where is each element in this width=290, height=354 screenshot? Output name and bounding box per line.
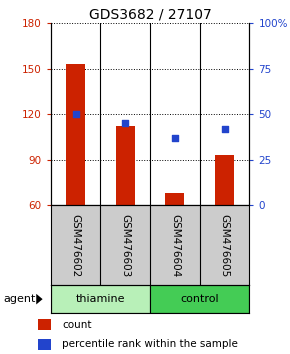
Bar [38, 319, 51, 330]
Bar [116, 126, 135, 205]
Text: GSM476604: GSM476604 [170, 213, 180, 277]
Point [123, 120, 128, 126]
Text: agent: agent [3, 294, 35, 304]
Point [73, 111, 78, 117]
Polygon shape [36, 294, 43, 304]
Text: GSM476603: GSM476603 [120, 213, 130, 277]
Text: count: count [62, 320, 92, 330]
Point [222, 126, 227, 132]
Title: GDS3682 / 27107: GDS3682 / 27107 [89, 8, 211, 22]
Point [173, 135, 177, 141]
Bar [215, 155, 234, 205]
Text: percentile rank within the sample: percentile rank within the sample [62, 339, 238, 349]
Text: control: control [180, 294, 219, 304]
Text: thiamine: thiamine [76, 294, 125, 304]
Text: GSM476605: GSM476605 [220, 213, 230, 277]
Bar [38, 338, 51, 350]
Bar [150, 285, 249, 313]
Bar [166, 193, 184, 205]
Text: GSM476602: GSM476602 [70, 213, 81, 277]
Bar [51, 285, 150, 313]
Bar [66, 64, 85, 205]
